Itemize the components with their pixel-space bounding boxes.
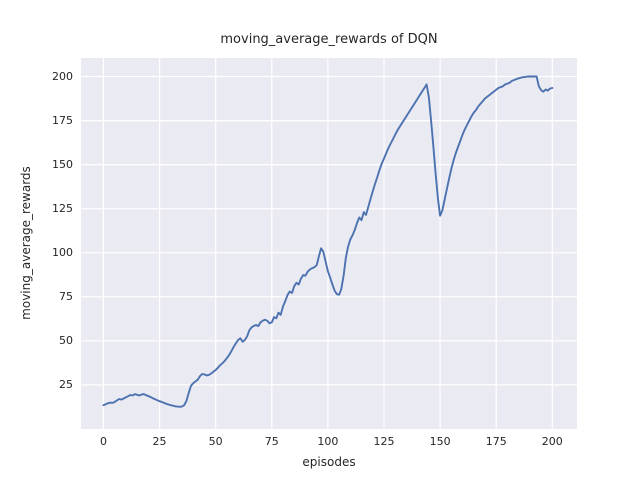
x-tick-label: 175 (485, 435, 507, 448)
y-tick-label: 25 (59, 377, 73, 391)
y-tick-label: 125 (52, 201, 73, 215)
x-tick-label: 150 (429, 435, 451, 448)
line-chart-canvas (81, 58, 577, 429)
x-tick-label: 200 (541, 435, 563, 448)
x-tick-label: 100 (317, 435, 339, 448)
chart-title: moving_average_rewards of DQN (220, 32, 438, 47)
x-tick-label: 50 (208, 435, 223, 448)
y-tick-label: 175 (52, 113, 73, 127)
y-tick-label: 50 (59, 333, 73, 347)
x-axis-label: episodes (302, 455, 356, 469)
x-tick-label: 125 (373, 435, 395, 448)
y-axis-label-text: moving_average_rewards (19, 166, 33, 320)
plot-area (81, 58, 577, 429)
x-tick-label: 0 (99, 435, 107, 448)
x-tick-label: 25 (152, 435, 167, 448)
series-line-dqn (102, 75, 554, 408)
y-tick-label: 200 (52, 69, 73, 83)
y-tick-label: 100 (52, 245, 73, 259)
y-tick-label: 75 (59, 289, 73, 303)
y-tick-label: 150 (52, 157, 73, 171)
x-tick-label: 75 (264, 435, 279, 448)
